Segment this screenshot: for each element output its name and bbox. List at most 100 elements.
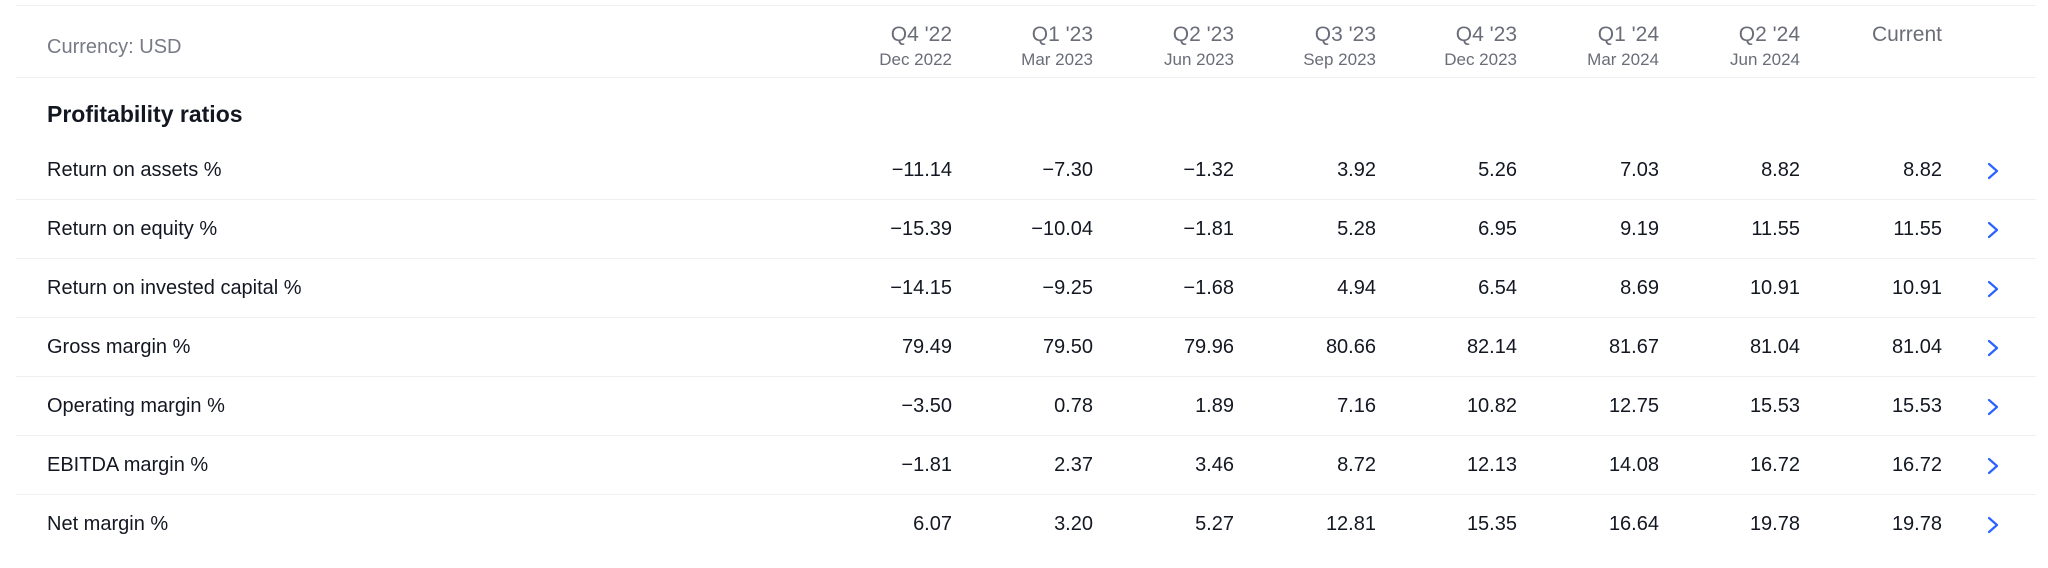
chevron-right-icon[interactable] [1982,159,2004,183]
row-value: −9.25 [1042,277,1093,299]
row-value: 15.53 [1891,395,1942,417]
row-value: 6.95 [1478,218,1517,240]
ratios-table: Currency: USD Q4 '22 Dec 2022 Q1 '23 Mar… [16,0,2036,568]
row-value: 79.50 [1042,336,1093,358]
row-value: −15.39 [890,218,952,240]
column-quarter: Q1 '23 [1031,23,1093,46]
column-header: Q1 '24 Mar 2024 [1529,21,1659,71]
table-row[interactable]: Return on equity % −15.39 −10.04 −1.81 5.28 6… [16,200,2036,259]
row-value: 16.72 [1749,454,1800,476]
column-quarter: Q2 '23 [1172,23,1234,46]
row-value: 3.20 [1054,513,1093,535]
currency-label: Currency: USD [47,36,182,58]
row-value: −11.14 [891,159,952,181]
row-value: 12.13 [1466,454,1517,476]
row-value: 14.08 [1608,454,1659,476]
row-value: 82.14 [1466,336,1517,358]
row-value: 79.49 [901,336,952,358]
row-value: 79.96 [1183,336,1234,358]
chevron-right-icon[interactable] [1982,513,2004,537]
row-value: −3.50 [901,395,952,417]
table-row[interactable]: Gross margin % 79.49 79.50 79.96 80.66 82.14 8… [16,318,2036,377]
row-value: 12.81 [1325,513,1376,535]
row-value: 5.28 [1337,218,1376,240]
row-value: 8.69 [1620,277,1659,299]
divider [16,258,2036,259]
row-value: 81.04 [1891,336,1942,358]
row-value: 10.91 [1749,277,1800,299]
row-value: 15.53 [1749,395,1800,417]
row-value: 0.78 [1054,395,1093,417]
row-value: −10.04 [1031,218,1093,240]
row-value: 2.37 [1054,454,1093,476]
row-value: −1.81 [901,454,952,476]
row-value: 11.55 [1893,218,1942,240]
row-value: 7.16 [1337,395,1376,417]
row-value: 11.55 [1751,218,1800,240]
row-value: 3.92 [1337,159,1376,181]
column-header: Q4 '23 Dec 2023 [1387,21,1517,71]
row-value: −1.32 [1183,159,1234,181]
row-value: 7.03 [1620,159,1659,181]
row-label: EBITDA margin % [47,454,209,476]
chevron-right-icon[interactable] [1982,454,2004,478]
row-value: 9.19 [1620,218,1659,240]
row-value: 6.54 [1478,277,1517,299]
section-title: Profitability ratios [47,101,243,127]
column-date: Sep 2023 [1303,50,1376,69]
table-row[interactable]: Return on assets % −11.14 −7.30 −1.32 3.92 5.… [16,141,2036,200]
chevron-right-icon[interactable] [1982,395,2004,419]
divider [16,199,2036,200]
row-value: 4.94 [1337,277,1376,299]
row-value: 12.75 [1608,395,1659,417]
row-value: 6.07 [913,513,952,535]
row-value: 81.04 [1749,336,1800,358]
column-quarter: Q2 '24 [1738,23,1800,46]
row-label: Net margin % [47,513,169,535]
column-header: Q2 '24 Jun 2024 [1670,21,1800,71]
row-value: 19.78 [1891,513,1942,535]
row-value: 15.35 [1466,513,1517,535]
row-value: 10.82 [1466,395,1517,417]
column-date: Jun 2024 [1730,50,1800,69]
column-date: Mar 2023 [1021,50,1093,69]
row-label: Return on assets % [47,159,222,181]
divider [16,376,2036,377]
divider [16,494,2036,495]
row-value: 19.78 [1749,513,1800,535]
row-label: Gross margin % [47,336,191,358]
column-header: Q3 '23 Sep 2023 [1246,21,1376,71]
column-date: Mar 2024 [1587,50,1659,69]
row-value: −1.68 [1183,277,1234,299]
column-quarter: Q4 '23 [1455,23,1517,46]
row-value: 1.89 [1195,395,1234,417]
column-quarter: Q1 '24 [1597,23,1659,46]
row-value: 5.26 [1478,159,1517,181]
row-value: 80.66 [1325,336,1376,358]
row-value: −14.15 [890,277,952,299]
row-value: 5.27 [1195,513,1234,535]
chevron-right-icon[interactable] [1982,218,2004,242]
row-value: 81.67 [1608,336,1659,358]
column-date: Dec 2023 [1444,50,1517,69]
divider [16,5,2036,6]
column-quarter: Q4 '22 [890,23,952,46]
row-value: 8.72 [1337,454,1376,476]
column-quarter: Q3 '23 [1314,23,1376,46]
row-value: 8.82 [1761,159,1800,181]
table-row[interactable]: Net margin % 6.07 3.20 5.27 12.81 15.35 16.64 1… [16,495,2036,554]
table-row[interactable]: Return on invested capital % −14.15 −9.25 −… [16,259,2036,318]
column-quarter: Current [1871,23,1942,46]
column-header: Q1 '23 Mar 2023 [963,21,1093,71]
table-row[interactable]: Operating margin % −3.50 0.78 1.89 7.16 10.82… [16,377,2036,436]
column-header: Q4 '22 Dec 2022 [822,21,952,71]
table-row[interactable]: EBITDA margin % −1.81 2.37 3.46 8.72 12.13 14.… [16,436,2036,495]
row-value: −1.81 [1183,218,1234,240]
column-date: Dec 2022 [879,50,952,69]
chevron-right-icon[interactable] [1982,277,2004,301]
chevron-right-icon[interactable] [1982,336,2004,360]
row-label: Return on equity % [47,218,218,240]
divider [16,317,2036,318]
column-header: Current [1812,21,1942,49]
row-label: Return on invested capital % [47,277,302,299]
